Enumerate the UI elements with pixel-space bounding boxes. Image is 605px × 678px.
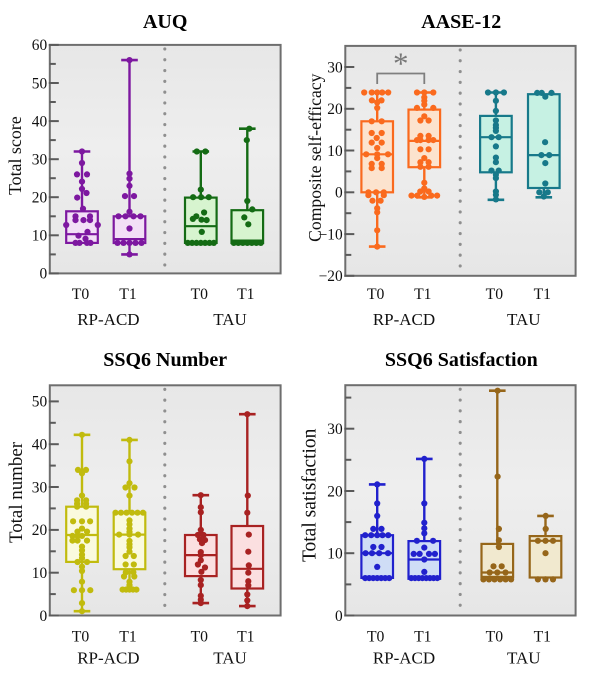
svg-text:20: 20 [327, 483, 343, 500]
svg-text:T1: T1 [237, 628, 254, 645]
svg-text:TAU: TAU [213, 649, 247, 668]
svg-text:T1: T1 [237, 286, 254, 303]
svg-text:T1: T1 [119, 286, 136, 303]
svg-text:T0: T0 [486, 628, 504, 645]
svg-text:AUQ: AUQ [143, 11, 187, 33]
svg-text:10: 10 [32, 565, 48, 582]
svg-text:Composite self-efficacy: Composite self-efficacy [305, 73, 325, 241]
svg-text:10: 10 [32, 228, 48, 245]
svg-text:T0: T0 [191, 286, 209, 303]
svg-text:30: 30 [327, 59, 343, 76]
svg-text:0: 0 [39, 266, 47, 283]
svg-text:T1: T1 [534, 286, 551, 303]
svg-text:0: 0 [335, 185, 343, 202]
svg-text:30: 30 [32, 479, 48, 496]
svg-text:40: 40 [32, 113, 48, 130]
svg-text:T0: T0 [72, 286, 90, 303]
svg-text:T0: T0 [367, 628, 385, 645]
svg-text:0: 0 [39, 608, 47, 625]
svg-text:T0: T0 [191, 628, 209, 645]
svg-text:T0: T0 [486, 286, 504, 303]
svg-text:RP-ACD: RP-ACD [77, 310, 139, 329]
svg-text:−10: −10 [319, 226, 343, 243]
svg-text:T1: T1 [414, 286, 431, 303]
svg-text:10: 10 [327, 546, 343, 563]
svg-text:T1: T1 [119, 628, 136, 645]
svg-text:50: 50 [32, 75, 48, 92]
svg-text:20: 20 [327, 101, 343, 118]
svg-text:T1: T1 [414, 628, 431, 645]
svg-text:20: 20 [32, 522, 48, 539]
svg-text:T1: T1 [534, 628, 551, 645]
svg-text:AASE-12: AASE-12 [421, 11, 501, 33]
svg-text:30: 30 [327, 421, 343, 438]
svg-text:−20: −20 [319, 268, 343, 285]
svg-text:TAU: TAU [507, 649, 541, 668]
svg-text:SSQ6 Number: SSQ6 Number [103, 349, 227, 371]
svg-text:RP-ACD: RP-ACD [373, 649, 435, 668]
svg-text:60: 60 [32, 37, 48, 54]
svg-text:0: 0 [335, 608, 343, 625]
svg-text:TAU: TAU [213, 310, 247, 329]
svg-text:Total satisfaction: Total satisfaction [300, 428, 321, 562]
svg-text:30: 30 [32, 152, 48, 169]
svg-text:SSQ6 Satisfaction: SSQ6 Satisfaction [385, 349, 538, 371]
svg-text:TAU: TAU [507, 310, 541, 329]
svg-text:T0: T0 [367, 286, 385, 303]
svg-text:RP-ACD: RP-ACD [373, 310, 435, 329]
svg-text:Total number: Total number [6, 441, 27, 543]
svg-text:RP-ACD: RP-ACD [77, 649, 139, 668]
svg-text:Total score: Total score [5, 116, 25, 195]
svg-text:10: 10 [327, 143, 343, 160]
svg-text:40: 40 [32, 437, 48, 454]
svg-text:T0: T0 [72, 628, 90, 645]
svg-text:50: 50 [32, 394, 48, 411]
svg-text:20: 20 [32, 190, 48, 207]
svg-text:*: * [393, 46, 409, 81]
